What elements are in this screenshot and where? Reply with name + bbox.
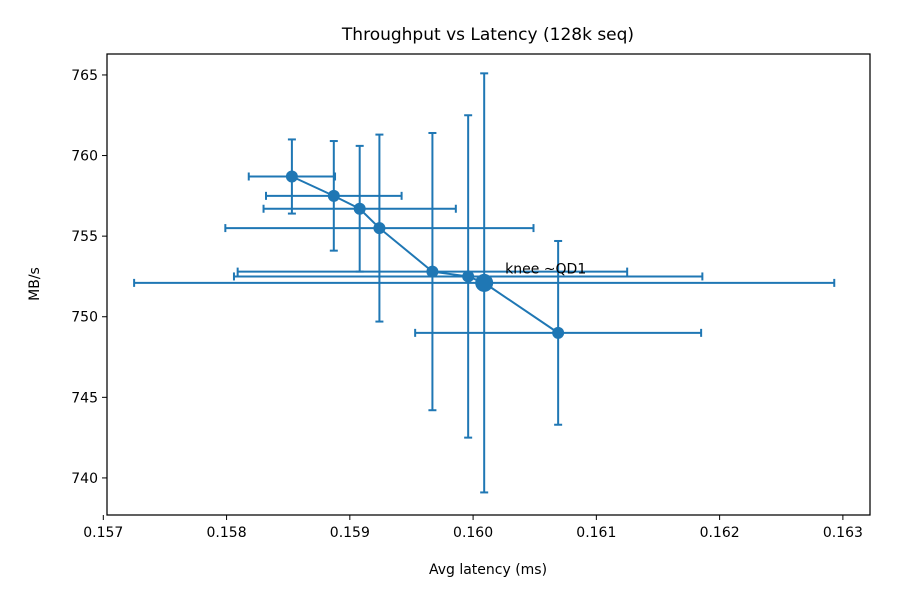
y-tick-label: 740	[71, 471, 98, 487]
x-tick-label: 0.162	[700, 525, 740, 541]
y-tick-label: 745	[71, 390, 98, 406]
y-tick-label: 750	[71, 310, 98, 326]
y-axis-ticks: 740 745 750 755 760 765	[71, 68, 107, 487]
y-tick-label: 765	[71, 68, 98, 84]
data-point-marker	[426, 265, 439, 278]
x-tick-label: 0.159	[330, 525, 370, 541]
x-tick-label: 0.157	[83, 525, 123, 541]
x-axis-label: Avg latency (ms)	[429, 562, 547, 578]
y-tick-label: 755	[71, 229, 98, 245]
data-point-marker	[327, 189, 340, 202]
chart-title: Throughput vs Latency (128k seq)	[341, 25, 634, 45]
data-points	[285, 170, 565, 339]
plot-frame	[106, 53, 871, 516]
x-tick-label: 0.158	[207, 525, 247, 541]
knee-point-marker	[475, 273, 494, 292]
y-tick-label: 760	[71, 149, 98, 165]
knee-annotation: knee ~QD1	[505, 261, 586, 277]
x-axis-ticks: 0.157 0.158 0.159 0.160 0.161 0.162 0.163	[83, 515, 863, 541]
x-tick-label: 0.163	[823, 525, 863, 541]
x-tick-label: 0.161	[576, 525, 616, 541]
data-point-marker	[462, 270, 475, 283]
data-point-marker	[285, 170, 298, 183]
y-axis-label: MB/s	[27, 267, 43, 301]
x-tick-label: 0.160	[453, 525, 493, 541]
data-point-marker	[552, 326, 565, 339]
data-point-marker	[373, 222, 386, 235]
data-point-marker	[353, 202, 366, 215]
